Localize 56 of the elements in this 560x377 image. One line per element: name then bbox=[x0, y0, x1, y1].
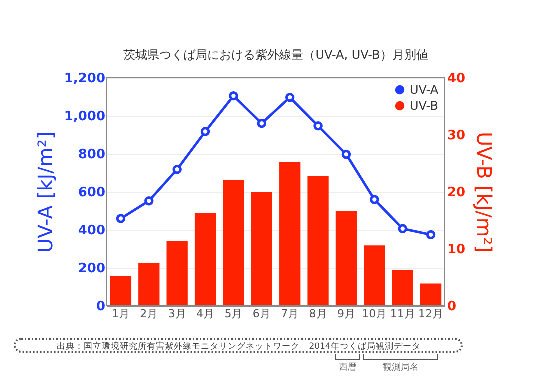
text: 観測局名 bbox=[383, 362, 419, 373]
x-tick-label: 3月 bbox=[168, 308, 186, 320]
chart-title: 茨城県つくば局における紫外線量（UV-A, UV-B）月別値 bbox=[124, 48, 428, 62]
bar bbox=[110, 276, 132, 306]
y-tick-label: 1,200 bbox=[64, 72, 106, 86]
point bbox=[370, 195, 380, 204]
y-tick-label: 800 bbox=[78, 148, 106, 162]
y-tick-label: 200 bbox=[78, 262, 106, 276]
bar bbox=[392, 270, 414, 306]
point bbox=[342, 150, 352, 160]
y2-axis-title: UV-B [kJ/m²] bbox=[472, 132, 497, 254]
point bbox=[144, 196, 154, 206]
bar bbox=[194, 213, 216, 306]
bar bbox=[138, 263, 160, 306]
point bbox=[229, 91, 238, 101]
y-axis-title: UV-A [kJ/m²] bbox=[33, 132, 58, 254]
y-tick-label: 600 bbox=[78, 186, 106, 200]
source-note: 出典：国立環境研究所有害紫外線モニタリングネットワーク 2014年つくば局観測データ bbox=[57, 341, 421, 352]
y2-tick-label: 10 bbox=[448, 242, 466, 258]
y-tick-label: 400 bbox=[78, 224, 106, 238]
bar bbox=[223, 180, 244, 306]
x-tick-label: 9月 bbox=[337, 308, 356, 320]
x-tick-label: 4月 bbox=[196, 308, 215, 320]
point bbox=[257, 119, 267, 128]
legend-label: UV-A bbox=[410, 83, 440, 97]
x-tick-label: 2月 bbox=[140, 308, 158, 320]
bar bbox=[364, 246, 386, 306]
y2-tick-label: 20 bbox=[448, 186, 466, 200]
bar bbox=[251, 192, 272, 306]
x-tick-label: 7月 bbox=[281, 308, 300, 320]
bar bbox=[420, 284, 442, 306]
x-tick-label: 5月 bbox=[224, 308, 243, 320]
x-tick-label: 10月 bbox=[362, 308, 388, 320]
y2-tick-label: 40 bbox=[448, 72, 466, 86]
x-tick-label: 6月 bbox=[252, 308, 271, 320]
x-tick-label: 1月 bbox=[112, 308, 130, 320]
y-tick-label: 0 bbox=[96, 300, 106, 314]
legend-label: UV-B bbox=[410, 99, 438, 113]
point bbox=[398, 224, 408, 234]
point bbox=[116, 214, 126, 224]
x-tick-label: 8月 bbox=[309, 308, 328, 320]
point bbox=[172, 164, 182, 174]
y-tick-label: 1,000 bbox=[64, 110, 106, 124]
point bbox=[314, 121, 323, 131]
point bbox=[285, 92, 295, 102]
text: 西暦 bbox=[339, 362, 357, 373]
y2-tick-label: 30 bbox=[448, 128, 466, 144]
point bbox=[426, 230, 436, 240]
bar bbox=[308, 176, 329, 306]
bar bbox=[336, 211, 358, 306]
bar bbox=[166, 241, 188, 306]
x-tick-label: 11月 bbox=[390, 308, 416, 320]
point bbox=[200, 127, 210, 136]
y2-tick-label: 0 bbox=[448, 300, 457, 314]
x-tick-label: 12月 bbox=[418, 308, 444, 320]
bar bbox=[280, 162, 301, 306]
